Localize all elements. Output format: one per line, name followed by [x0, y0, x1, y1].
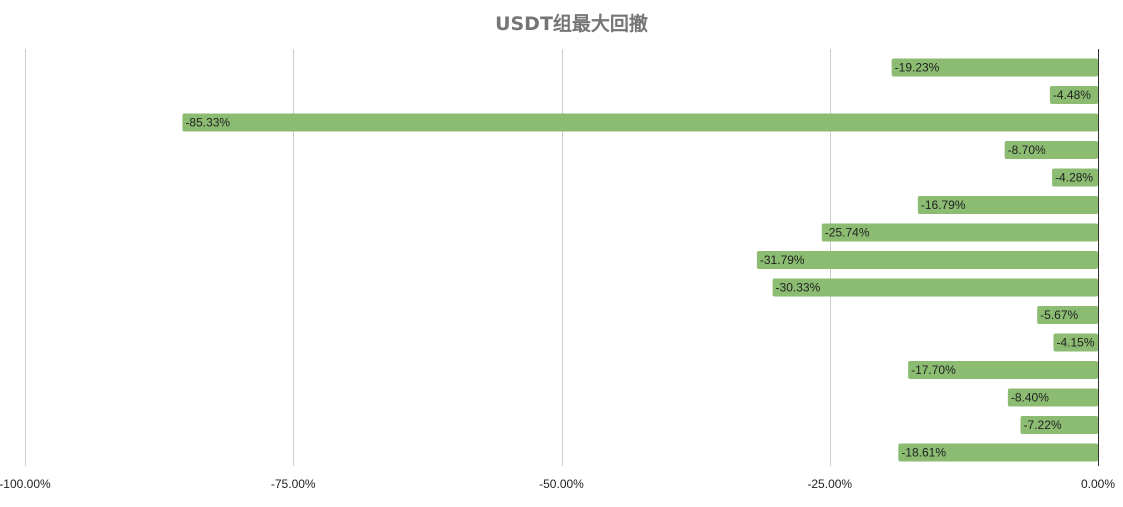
x-tick-label: -75.00%	[271, 477, 316, 491]
x-tick-label: 0.00%	[1081, 477, 1115, 491]
bar-data-label: -31.79%	[760, 253, 805, 267]
bar	[772, 278, 1098, 297]
bar	[756, 251, 1098, 269]
chart-title: USDT组最大回撤	[495, 13, 648, 35]
x-tick-label: -100.00%	[0, 477, 51, 491]
bar-data-label: -8.40%	[1011, 391, 1049, 405]
bar-data-label: -17.70%	[911, 363, 956, 377]
bar	[1020, 416, 1098, 434]
data-labels: -19.23% -4.48% -85.33% -8.70% -4.28% -16.79% -…	[185, 61, 1094, 460]
bar	[1049, 86, 1098, 104]
bar-data-label: -18.61%	[901, 446, 946, 460]
bar	[1052, 168, 1098, 187]
bar	[1037, 306, 1098, 324]
bar	[898, 443, 1098, 462]
bar	[1004, 141, 1098, 159]
bar-data-label: -4.28%	[1055, 171, 1093, 185]
bar-data-label: -19.23%	[895, 61, 940, 75]
x-tick-label: -25.00%	[807, 477, 852, 491]
bar	[1007, 388, 1098, 407]
bar	[917, 196, 1098, 214]
bar-data-label: -4.15%	[1056, 336, 1094, 350]
bar-data-label: -30.33%	[776, 281, 821, 295]
bar-data-label: -4.48%	[1053, 88, 1091, 102]
bar-data-label: -85.33%	[185, 116, 230, 130]
x-axis-tick-labels: -100.00% -75.00% -50.00% -25.00% 0.00%	[0, 477, 1115, 491]
x-tick-label: -50.00%	[539, 477, 584, 491]
bar-data-label: -8.70%	[1008, 143, 1046, 157]
bar-data-label: -5.67%	[1040, 308, 1078, 322]
bar	[908, 361, 1098, 379]
bars	[182, 58, 1098, 462]
bar-data-label: -7.22%	[1024, 418, 1062, 432]
bar	[821, 223, 1098, 242]
bar	[1053, 333, 1098, 352]
bar	[891, 58, 1098, 77]
bar-data-label: -16.79%	[921, 198, 966, 212]
bar-data-label: -25.74%	[825, 226, 870, 240]
bar	[182, 113, 1098, 132]
